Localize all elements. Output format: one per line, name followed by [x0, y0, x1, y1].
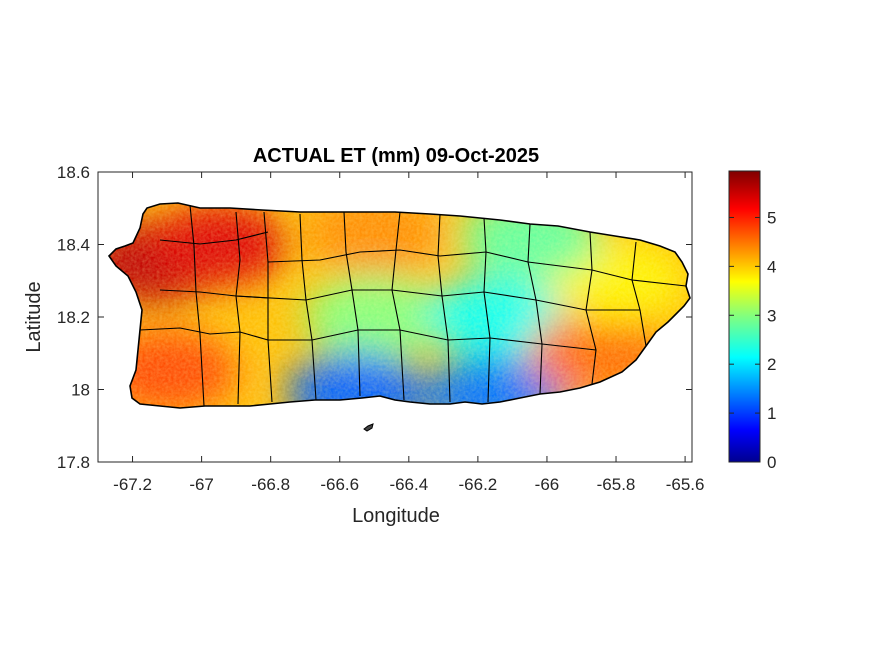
municipality-boundary [267, 249, 687, 287]
y-tick-label: 18.4 [57, 236, 90, 255]
x-tick-label: -66.6 [320, 475, 359, 494]
y-axis-label: Latitude [23, 281, 45, 352]
colorbar-tick-label: 0 [767, 453, 776, 472]
colorbar-tick-label: 4 [767, 257, 776, 276]
x-axis-label: Longitude [352, 505, 440, 527]
caja-de-muertos-islet [363, 423, 374, 432]
x-axis-ticks: -67.2 -67 -66.8 -66.6 -66.4 -66.2 -66 -65.8 -65.… [113, 172, 704, 494]
y-axis-ticks: 17.8 18 18.2 18.4 18.6 [57, 163, 692, 472]
x-tick-label: -66.8 [251, 475, 290, 494]
colorbar-tick-label: 1 [767, 404, 776, 423]
municipality-boundary [139, 327, 269, 341]
y-tick-label: 18 [71, 381, 90, 400]
colorbar-ticks: 0 1 2 3 4 5 [729, 208, 776, 472]
y-tick-label: 18.2 [57, 308, 90, 327]
x-tick-label: -66.2 [459, 475, 498, 494]
x-tick-label: -65.6 [666, 475, 705, 494]
x-tick-label: -67 [189, 475, 214, 494]
municipality-boundary [268, 329, 597, 351]
colorbar-tick-label: 2 [767, 355, 776, 374]
island-et-heatmap [107, 202, 691, 432]
municipality-boundary [235, 289, 640, 311]
coastline [107, 202, 691, 409]
colorbar-tick-label: 5 [767, 208, 776, 227]
x-tick-label: -67.2 [113, 475, 152, 494]
x-tick-label: -66.4 [389, 475, 428, 494]
colorbar-tick-label: 3 [767, 306, 776, 325]
chart-title: ACTUAL ET (mm) 09-Oct-2025 [253, 145, 539, 167]
x-tick-label: -65.8 [597, 475, 636, 494]
colorbar [728, 170, 761, 463]
municipality-boundary [631, 241, 647, 347]
x-tick-label: -66 [535, 475, 560, 494]
y-tick-label: 17.8 [57, 453, 90, 472]
y-tick-label: 18.6 [57, 163, 90, 182]
municipality-boundary [159, 231, 269, 245]
municipality-boundary [189, 204, 205, 407]
